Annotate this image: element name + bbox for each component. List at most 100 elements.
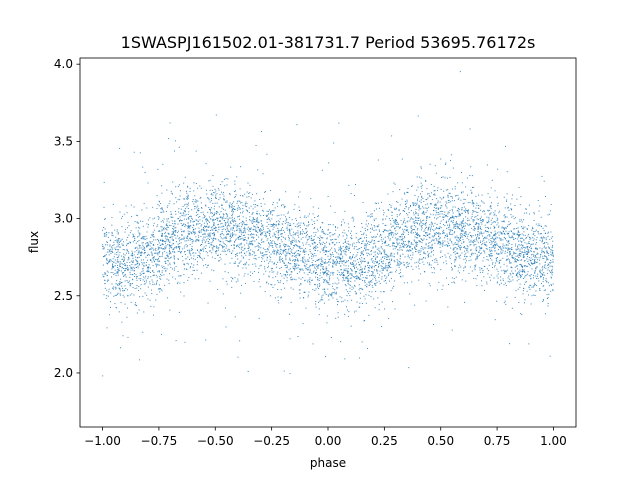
- data-point: [481, 252, 483, 254]
- data-point: [136, 222, 138, 224]
- data-point: [548, 285, 550, 287]
- data-point: [136, 287, 138, 289]
- data-point: [474, 267, 476, 269]
- data-point: [325, 356, 327, 358]
- data-point: [147, 244, 149, 246]
- data-point: [111, 283, 113, 285]
- data-point: [118, 256, 120, 258]
- data-point: [404, 241, 406, 243]
- data-point: [243, 230, 245, 232]
- data-point: [195, 232, 197, 234]
- data-point: [272, 204, 274, 206]
- data-point: [541, 248, 543, 250]
- data-point: [517, 230, 519, 232]
- data-point: [155, 299, 157, 301]
- data-point: [156, 195, 158, 197]
- data-point: [459, 257, 461, 259]
- data-point: [489, 235, 491, 237]
- data-point: [520, 313, 522, 315]
- data-point: [231, 210, 233, 212]
- data-point: [512, 215, 514, 217]
- data-point: [326, 273, 328, 275]
- data-point: [138, 250, 140, 252]
- data-point: [244, 236, 246, 238]
- data-point: [490, 274, 492, 276]
- data-point: [536, 267, 538, 269]
- data-point: [229, 251, 231, 253]
- data-point: [419, 222, 421, 224]
- data-point: [322, 241, 324, 243]
- data-point: [528, 343, 530, 345]
- data-point: [204, 242, 206, 244]
- data-point: [364, 228, 366, 229]
- data-point: [455, 239, 457, 241]
- data-point: [468, 239, 470, 241]
- data-point: [476, 256, 478, 258]
- data-point: [405, 204, 407, 206]
- data-point: [379, 270, 381, 272]
- data-point: [442, 240, 444, 242]
- data-point: [331, 234, 333, 236]
- data-point: [229, 240, 231, 242]
- data-point: [510, 249, 512, 251]
- data-point: [168, 258, 170, 260]
- data-point: [540, 233, 542, 235]
- data-point: [133, 254, 135, 256]
- data-point: [543, 267, 545, 269]
- data-point: [534, 271, 536, 273]
- data-point: [412, 268, 414, 270]
- data-point: [261, 229, 263, 231]
- data-point: [217, 254, 219, 256]
- data-point: [346, 295, 348, 297]
- data-point: [348, 226, 350, 228]
- data-point: [550, 277, 552, 279]
- data-point: [119, 252, 121, 254]
- data-point: [437, 202, 439, 204]
- data-point: [423, 207, 425, 209]
- data-point: [110, 306, 112, 308]
- data-point: [167, 232, 169, 234]
- data-point: [303, 223, 305, 225]
- data-point: [398, 273, 400, 275]
- data-point: [238, 239, 240, 241]
- data-point: [301, 233, 303, 235]
- data-point: [382, 223, 384, 225]
- data-point: [425, 222, 427, 224]
- data-point: [130, 230, 132, 232]
- data-point: [108, 314, 110, 316]
- data-point: [183, 238, 185, 240]
- data-point: [457, 248, 459, 250]
- data-point: [527, 271, 529, 273]
- data-point: [277, 234, 279, 236]
- data-point: [410, 217, 412, 219]
- data-point: [442, 216, 444, 218]
- data-point: [371, 215, 373, 217]
- data-point: [244, 273, 246, 275]
- data-point: [252, 217, 254, 219]
- data-point: [397, 226, 399, 228]
- data-point: [279, 221, 281, 223]
- data-point: [318, 264, 320, 266]
- data-point: [438, 232, 440, 234]
- data-point: [319, 300, 321, 302]
- data-point: [425, 235, 427, 237]
- data-point: [299, 234, 301, 236]
- data-point: [198, 239, 200, 241]
- data-point: [238, 235, 240, 237]
- data-point: [490, 219, 492, 221]
- data-point: [381, 272, 383, 274]
- data-point: [218, 240, 220, 242]
- data-point: [408, 262, 410, 264]
- data-point: [532, 255, 534, 257]
- data-point: [536, 242, 538, 244]
- data-point: [161, 243, 163, 245]
- data-point: [277, 249, 279, 251]
- data-point: [268, 276, 270, 278]
- data-point: [221, 191, 223, 193]
- data-point: [112, 235, 114, 237]
- data-point: [381, 276, 383, 278]
- data-point: [123, 249, 125, 251]
- data-point: [479, 269, 481, 271]
- data-point: [212, 220, 214, 222]
- data-point: [388, 244, 390, 246]
